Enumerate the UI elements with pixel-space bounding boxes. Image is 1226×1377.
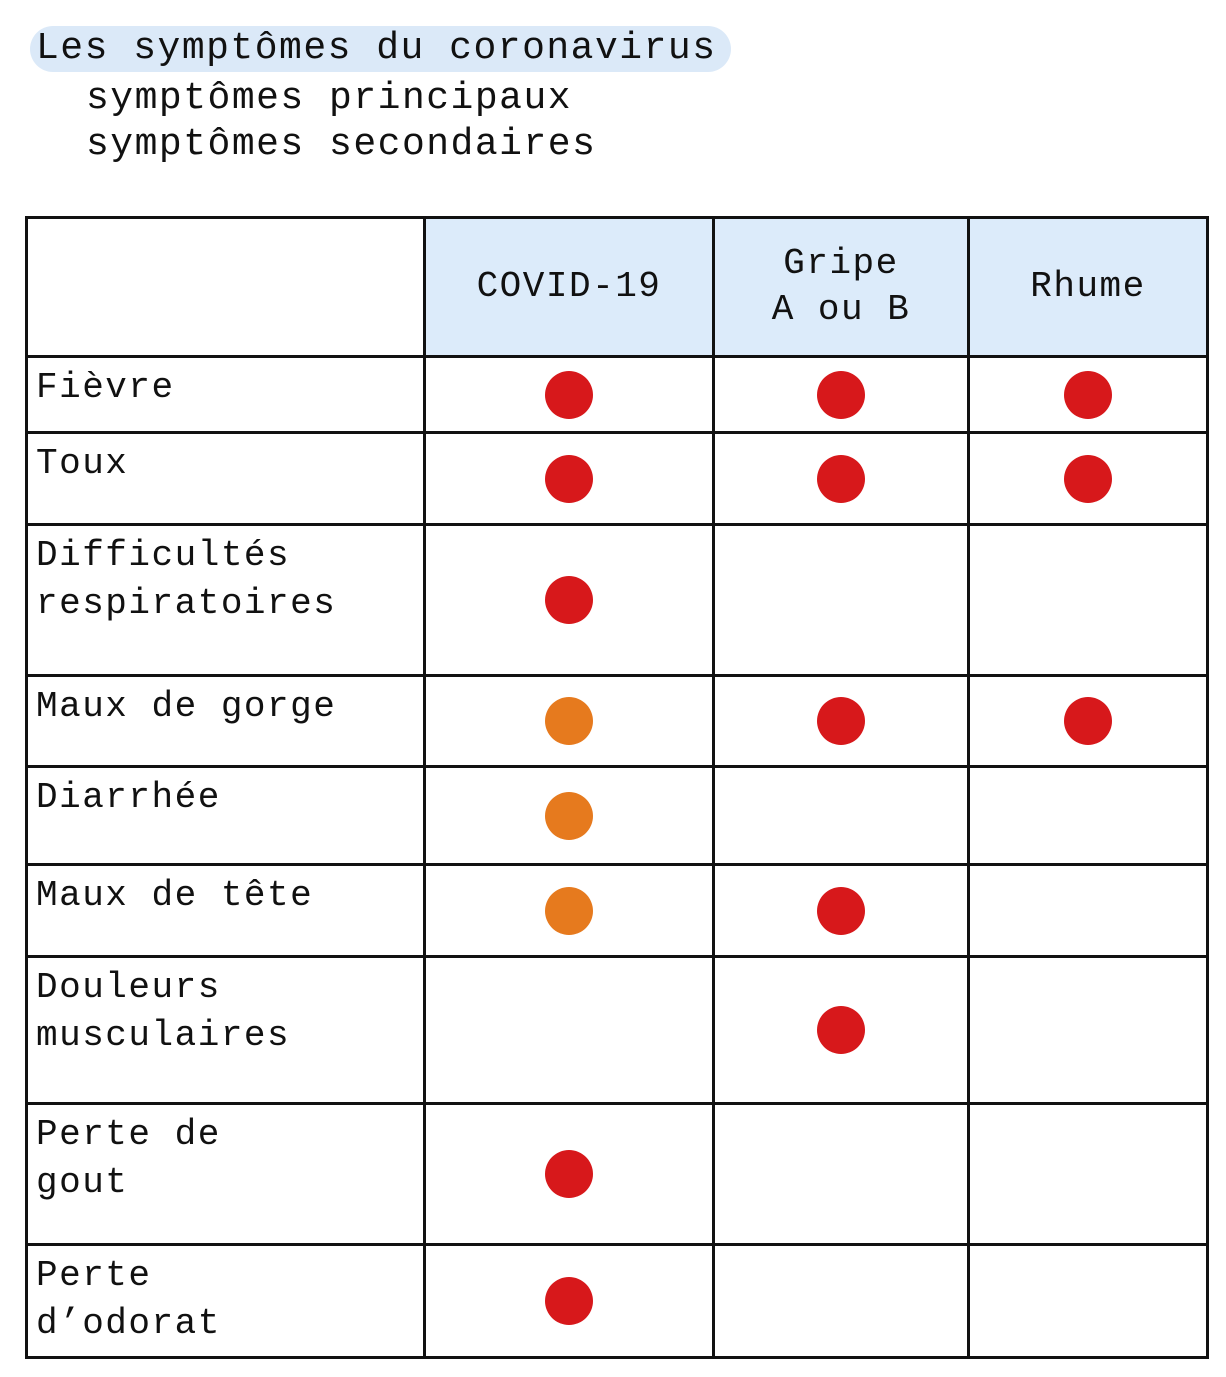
row-label: Perte de gout [25,1102,426,1246]
symptom-cell [423,863,715,958]
table-row: Douleurs musculaires [25,955,1209,1105]
symptom-cell [967,674,1209,768]
symptom-cell [967,1243,1209,1359]
row-label: Diarrhée [25,765,426,866]
symptom-cell [967,523,1209,677]
table-row: Perte d’odorat [25,1243,1209,1359]
table-row: Perte de gout [25,1102,1209,1246]
principal-symptom-dot-icon [817,454,865,503]
table-row: Toux [25,431,1209,526]
symptom-cell [423,523,715,677]
legend-principal: symptômes principaux [86,77,573,120]
legend-secondaire: symptômes secondaires [86,123,597,166]
symptom-cell [712,523,970,677]
table-row: Maux de tête [25,863,1209,958]
table-corner-cell [25,216,426,358]
secondary-symptom-dot-icon [545,791,593,840]
row-label: Fièvre [25,355,426,434]
column-header-grippe-label: Gripe A ou B [771,243,911,330]
principal-symptom-dot-icon [817,1006,865,1054]
page-header: Les symptômes du coronavirus symptômes p… [0,0,1226,200]
symptom-cell [712,355,970,434]
table-row: Maux de gorge [25,674,1209,768]
symptom-cell [712,1102,970,1246]
symptom-cell [712,674,970,768]
symptom-cell [423,1243,715,1359]
row-label: Douleurs musculaires [25,955,426,1105]
principal-symptom-dot-icon [545,1150,593,1198]
symptom-cell [712,955,970,1105]
column-header-rhume: Rhume [967,216,1209,358]
symptom-cell [967,955,1209,1105]
row-label: Maux de tête [25,863,426,958]
principal-symptom-dot-icon [545,576,593,624]
row-label: Toux [25,431,426,526]
symptom-cell [423,674,715,768]
symptom-cell [712,1243,970,1359]
table-body: Fièvre Toux Difficultés respiratoires Maux … [25,355,1209,1359]
row-label: Maux de gorge [25,674,426,768]
principal-symptom-dot-icon [817,886,865,935]
row-label: Difficultés respiratoires [25,523,426,677]
table-row: Fièvre [25,355,1209,434]
symptom-cell [712,765,970,866]
column-header-covid: COVID-19 [423,216,715,358]
table-row: Difficultés respiratoires [25,523,1209,677]
principal-symptom-dot-icon [817,370,865,419]
principal-symptom-dot-icon [545,370,593,419]
symptom-cell [967,863,1209,958]
row-label: Perte d’odorat [25,1243,426,1359]
symptoms-table: COVID-19 Gripe A ou B Rhume Fièvre Toux Di… [25,216,1209,1359]
principal-symptom-dot-icon [1064,454,1112,503]
table-row: Diarrhée [25,765,1209,866]
symptom-cell [423,1102,715,1246]
principal-symptom-dot-icon [545,1277,593,1325]
secondary-symptom-dot-icon [545,697,593,745]
symptom-cell [712,863,970,958]
secondary-symptom-dot-icon [545,886,593,935]
symptom-cell [967,765,1209,866]
principal-symptom-dot-icon [817,697,865,745]
symptom-cell [967,355,1209,434]
table-header-row: COVID-19 Gripe A ou B Rhume [25,216,1209,358]
symptom-cell [423,955,715,1105]
page-title: Les symptômes du coronavirus [30,26,731,72]
column-header-grippe: Gripe A ou B [712,216,970,358]
symptom-cell [423,431,715,526]
principal-symptom-dot-icon [545,454,593,503]
symptom-cell [967,1102,1209,1246]
symptom-cell [712,431,970,526]
symptom-cell [967,431,1209,526]
symptom-cell [423,765,715,866]
principal-symptom-dot-icon [1064,370,1112,419]
principal-symptom-dot-icon [1064,697,1112,745]
symptom-cell [423,355,715,434]
